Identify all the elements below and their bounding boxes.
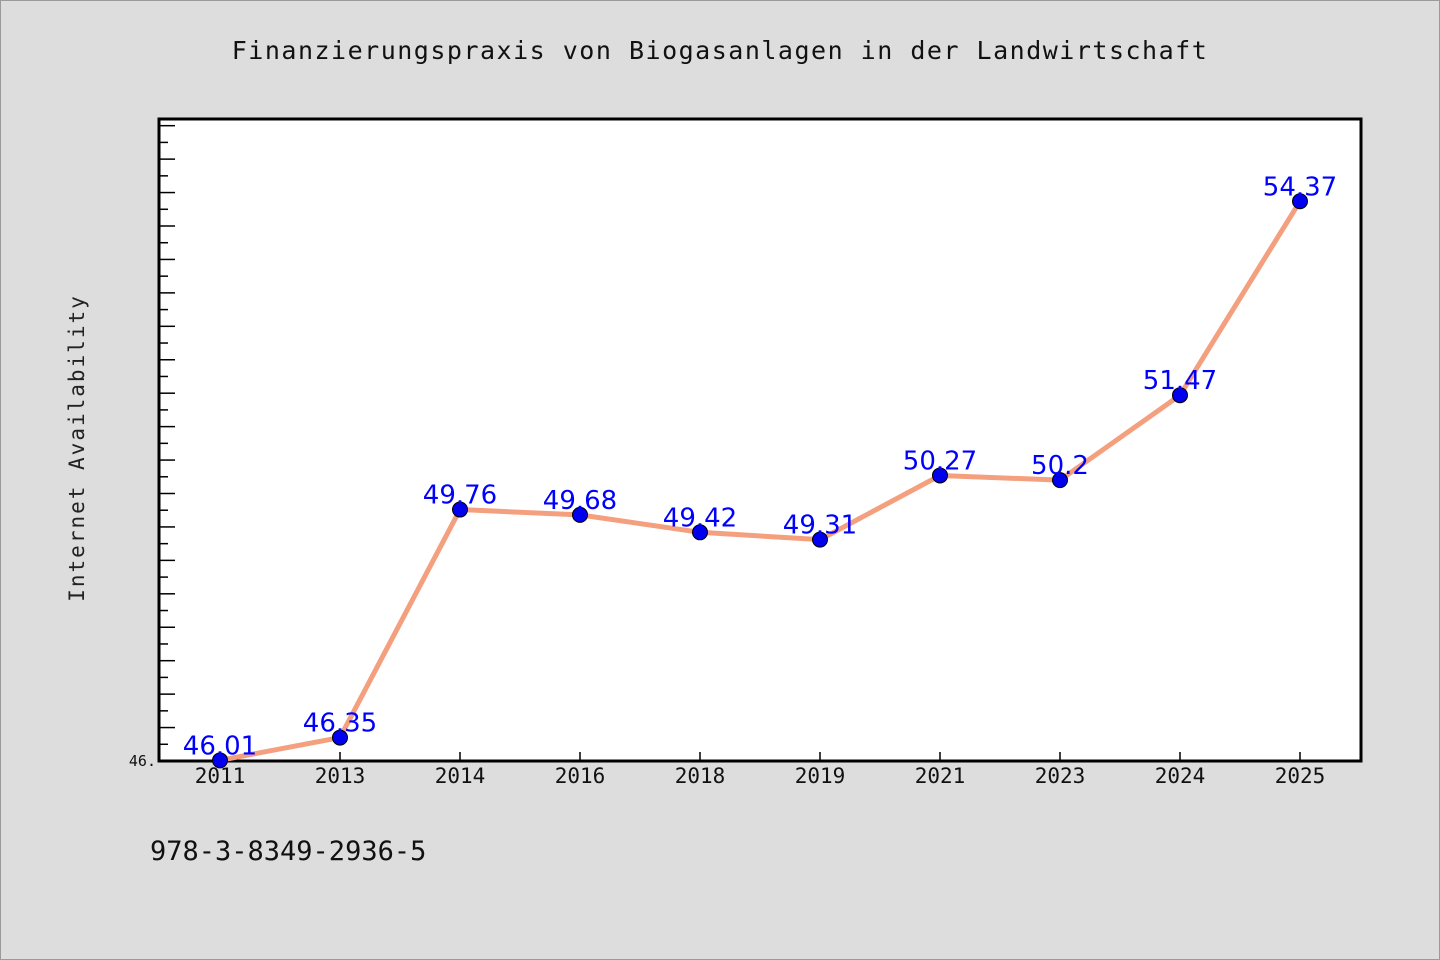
x-tick-label: 2011 [195, 764, 246, 788]
x-axis-ticks [219, 752, 1301, 761]
data-label: 49.76 [423, 481, 497, 511]
data-point [932, 467, 948, 484]
x-axis-tick-labels: 2011 2013 2014 2016 2018 2019 2021 2023 2024 2025 [195, 764, 1326, 788]
x-tick-label: 2019 [795, 764, 846, 788]
x-tick-label: 2013 [315, 764, 366, 788]
x-tick-label: 2021 [915, 764, 966, 788]
data-point [1052, 472, 1068, 489]
data-label: 50.27 [903, 446, 977, 476]
data-point [1292, 193, 1308, 210]
x-tick-label: 2018 [675, 764, 726, 788]
data-labels: 46.01 46.35 49.76 49.68 49.42 49.31 50.27 50.2 5… [183, 172, 1337, 761]
data-point [692, 524, 708, 541]
series-line [217, 198, 1303, 763]
data-point [212, 752, 228, 769]
data-label: 51.47 [1143, 366, 1217, 396]
y-axis-ticks [159, 124, 175, 762]
series-markers [212, 193, 1308, 769]
data-label: 49.42 [663, 503, 737, 533]
data-point [1172, 387, 1188, 404]
chart-title: Finanzierungspraxis von Biogasanlagen in… [231, 36, 1209, 65]
data-point [572, 506, 588, 523]
data-label: 50.2 [1031, 451, 1089, 481]
data-point [452, 501, 468, 518]
x-tick-label: 2025 [1275, 764, 1326, 788]
data-label: 46.35 [303, 709, 377, 739]
data-label: 54.37 [1263, 172, 1337, 202]
data-label: 46.01 [183, 731, 257, 761]
plot-area [157, 117, 1363, 763]
y-axis-tick-labels: 46. [129, 752, 156, 770]
x-tick-label: 2024 [1155, 764, 1206, 788]
x-tick-label: 2014 [435, 764, 486, 788]
x-tick-label: 2023 [1035, 764, 1086, 788]
data-label: 49.31 [783, 511, 857, 541]
data-point [812, 531, 828, 548]
x-tick-label: 2016 [555, 764, 606, 788]
data-point [332, 729, 348, 746]
data-label: 49.68 [543, 486, 617, 516]
isbn-footer: 978-3-8349-2936-5 [150, 836, 427, 867]
y-tick-label: 46. [129, 752, 156, 770]
